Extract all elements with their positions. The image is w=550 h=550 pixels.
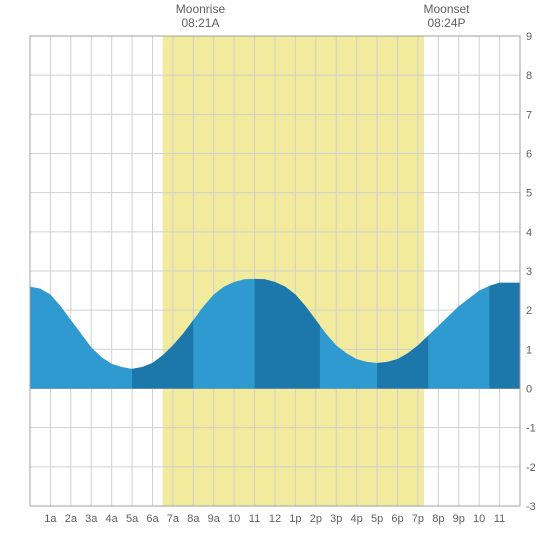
svg-text:-3: -3 <box>526 501 536 513</box>
svg-text:4: 4 <box>526 227 532 239</box>
tide-chart: -3-2-101234567891a2a3a4a5a6a7a8a9a101112… <box>0 0 550 550</box>
svg-text:3a: 3a <box>85 513 98 525</box>
svg-text:12: 12 <box>269 513 281 525</box>
svg-text:9: 9 <box>526 31 532 43</box>
svg-text:11: 11 <box>249 513 260 525</box>
svg-text:2: 2 <box>526 305 532 317</box>
svg-text:10: 10 <box>228 513 240 525</box>
moonset-title: Moonset <box>417 2 477 16</box>
svg-text:1p: 1p <box>289 513 301 525</box>
svg-text:7a: 7a <box>167 513 180 525</box>
svg-text:2p: 2p <box>310 513 322 525</box>
svg-text:9a: 9a <box>208 513 221 525</box>
svg-text:5p: 5p <box>371 513 383 525</box>
svg-text:7: 7 <box>526 109 532 121</box>
moonset-label: Moonset 08:24P <box>417 2 477 31</box>
svg-text:9p: 9p <box>453 513 465 525</box>
svg-text:8: 8 <box>526 70 532 82</box>
svg-text:-1: -1 <box>526 423 536 435</box>
svg-text:6a: 6a <box>146 513 159 525</box>
svg-text:1: 1 <box>526 344 532 356</box>
svg-text:6p: 6p <box>391 513 403 525</box>
moonset-time: 08:24P <box>417 16 477 30</box>
svg-text:0: 0 <box>526 384 532 396</box>
svg-text:3p: 3p <box>330 513 342 525</box>
chart-svg: -3-2-101234567891a2a3a4a5a6a7a8a9a101112… <box>0 0 550 550</box>
svg-text:5: 5 <box>526 188 532 200</box>
moonrise-title: Moonrise <box>170 2 230 16</box>
moonrise-time: 08:21A <box>170 16 230 30</box>
svg-text:-2: -2 <box>526 462 536 474</box>
moonrise-label: Moonrise 08:21A <box>170 2 230 31</box>
svg-text:1a: 1a <box>44 513 57 525</box>
svg-text:2a: 2a <box>65 513 78 525</box>
svg-text:6: 6 <box>526 149 532 161</box>
svg-text:4a: 4a <box>106 513 119 525</box>
svg-text:8a: 8a <box>187 513 200 525</box>
svg-text:5a: 5a <box>126 513 139 525</box>
svg-text:11: 11 <box>494 513 505 525</box>
svg-text:8p: 8p <box>432 513 444 525</box>
svg-text:4p: 4p <box>351 513 363 525</box>
svg-text:10: 10 <box>473 513 485 525</box>
svg-text:3: 3 <box>526 266 532 278</box>
svg-text:7p: 7p <box>412 513 424 525</box>
